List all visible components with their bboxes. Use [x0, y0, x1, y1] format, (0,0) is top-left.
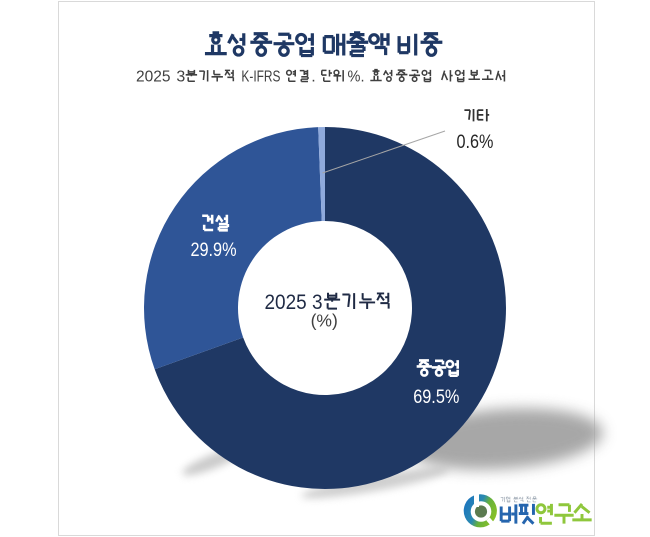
svg-text:3: 3 [176, 68, 185, 85]
svg-text:%.: %. [348, 68, 365, 85]
svg-text:.: . [311, 68, 315, 85]
svg-text:69.5%: 69.5% [413, 386, 459, 408]
svg-text:2025 3: 2025 3 [265, 290, 323, 314]
svg-text:K-IFRS: K-IFRS [241, 68, 280, 85]
svg-text:2025: 2025 [136, 68, 171, 85]
svg-text:29.9%: 29.9% [190, 240, 236, 261]
svg-text:(%): (%) [311, 311, 338, 331]
svg-text:0.6%: 0.6% [457, 132, 494, 153]
